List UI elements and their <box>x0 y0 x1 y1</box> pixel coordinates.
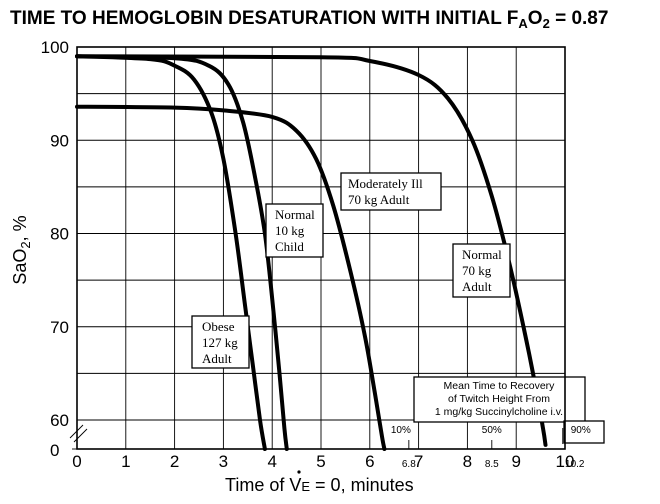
label-adult-line-1: Normal <box>462 247 502 262</box>
y-axis-label-main: SaO <box>10 249 30 285</box>
x-axis-label-e: E <box>301 479 310 494</box>
x-axis-label-post: = 0, minutes <box>310 475 414 495</box>
y-axis-label-unit: , % <box>10 215 30 241</box>
y-axis-label-sub: 2 <box>18 241 33 248</box>
curve-series-1 <box>75 54 289 451</box>
recovery-inset: Mean Time to Recovery of Twitch Height F… <box>413 376 605 444</box>
inset-percent-label: 10% <box>391 425 411 436</box>
x-tick-label: 8 <box>463 452 472 471</box>
label-adult-line-2: 70 kg <box>462 263 492 278</box>
label-normal-adult: Normal 70 kg Adult <box>452 243 511 298</box>
y-tick-label: 60 <box>50 411 69 430</box>
chart-title: TIME TO HEMOGLOBIN DESATURATION WITH INI… <box>10 8 608 31</box>
label-ill-line-1: Moderately Ill <box>348 176 423 191</box>
label-child-line-1: Normal <box>275 207 315 222</box>
curve-series-2 <box>75 104 387 451</box>
inset-percent-label: 90% <box>571 425 591 436</box>
inset-line-3: 1 mg/kg Succinylcholine i.v. <box>435 406 563 418</box>
inset-line-1: Mean Time to Recovery <box>444 380 556 392</box>
inset-x-label: 10.2 <box>565 459 585 470</box>
y-tick-label: 100 <box>41 38 69 57</box>
x-tick-label: 4 <box>267 452 276 471</box>
inset-x-label: 8.5 <box>485 459 499 470</box>
x-axis-label: Time of VE = 0, minutes <box>225 475 414 495</box>
chart-title-o: O <box>528 8 543 29</box>
label-child-line-2: 10 kg <box>275 223 305 238</box>
label-obese-line-1: Obese <box>202 319 235 334</box>
x-tick-label: 10 <box>556 452 575 471</box>
plot-frame <box>76 46 566 450</box>
y-zero-label: 0 <box>50 441 59 460</box>
y-tick-label: 80 <box>50 225 69 244</box>
x-tick-label: 2 <box>170 452 179 471</box>
inset-percent-label: 50% <box>482 425 502 436</box>
x-axis-label-v: V <box>289 475 301 495</box>
x-tick-label: 5 <box>316 452 325 471</box>
chart-title-sub-a: A <box>518 16 528 31</box>
inset-x-label: 6.8 <box>402 459 416 470</box>
tick-labels: 0 1 2 3 4 5 6 7 8 9 10 100 90 80 70 60 <box>41 38 575 471</box>
x-tick-label: 0 <box>72 452 81 471</box>
label-adult-line-3: Adult <box>462 279 492 294</box>
x-axis-label-pre: Time of <box>225 475 289 495</box>
chart-title-value: = 0.87 <box>550 8 609 29</box>
label-obese: Obese 127 kg Adult <box>191 315 250 369</box>
y-tick-label: 90 <box>50 131 69 150</box>
label-obese-line-3: Adult <box>202 351 232 366</box>
axis-break <box>69 424 88 450</box>
label-obese-line-2: 127 kg <box>202 335 238 350</box>
x-tick-label: 1 <box>121 452 130 471</box>
y-tick-label: 70 <box>50 318 69 337</box>
y-axis-label: SaO2, % <box>10 215 33 284</box>
label-child-line-3: Child <box>275 239 304 254</box>
x-tick-label: 9 <box>511 452 520 471</box>
inset-line-2: of Twitch Height From <box>448 393 550 405</box>
chart-title-main: TIME TO HEMOGLOBIN DESATURATION WITH INI… <box>10 8 518 29</box>
inset-markers: 10% 6.8 50% 8.5 90% 10.2 <box>391 425 591 470</box>
x-tick-label: 6 <box>365 452 374 471</box>
x-tick-label: 7 <box>414 452 423 471</box>
v-dot-marker <box>297 470 301 474</box>
label-child: Normal 10 kg Child <box>265 203 324 258</box>
curve-series-0 <box>75 54 267 451</box>
chart-title-sub-2: 2 <box>543 16 550 31</box>
label-moderately-ill: Moderately Ill 70 kg Adult <box>340 172 442 211</box>
x-tick-label: 3 <box>219 452 228 471</box>
label-ill-line-2: 70 kg Adult <box>348 192 410 207</box>
